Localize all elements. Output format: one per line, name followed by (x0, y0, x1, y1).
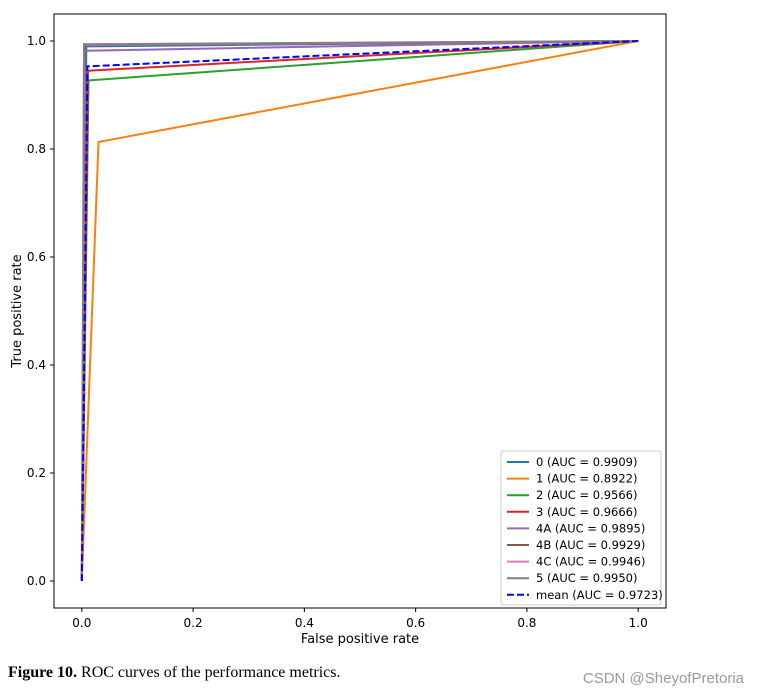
figure-caption-label: Figure 10. (8, 664, 78, 681)
series-line-7 (80, 40, 639, 582)
legend-label-5: 4B (AUC = 0.9929) (536, 538, 645, 552)
roc-chart: 0.0 0.2 0.4 0.6 0.8 1.0 0.0 0.2 0.4 0.6 0.8 1.0 Fa… (10, 13, 667, 647)
plot-frame (53, 13, 667, 609)
x-tick-label: 0.6 (406, 616, 425, 630)
x-tick-label: 0.0 (72, 616, 91, 630)
legend-label-0: 0 (AUC = 0.9909) (536, 455, 637, 469)
series-line-8 (80, 40, 639, 582)
x-tick-label: 0.2 (184, 616, 203, 630)
legend-label-1: 1 (AUC = 0.8922) (536, 472, 637, 486)
x-tick-label: 0.8 (517, 616, 536, 630)
figure-caption: Figure 10. ROC curves of the performance… (8, 664, 341, 682)
y-axis-label: True positive rate (10, 254, 25, 368)
x-axis-label: False positive rate (301, 632, 419, 647)
legend: 0 (AUC = 0.9909) 1 (AUC = 0.8922) 2 (AUC =… (500, 450, 663, 606)
legend-label-7: 5 (AUC = 0.9950) (536, 571, 637, 585)
x-tick-label: 0.4 (295, 616, 314, 630)
y-tick-label: 0.8 (27, 142, 46, 156)
legend-box (500, 450, 662, 606)
legend-label-2: 2 (AUC = 0.9566) (536, 488, 637, 502)
series-line-1 (80, 40, 639, 582)
y-tick-label: 1.0 (27, 34, 46, 48)
legend-label-6: 4C (AUC = 0.9946) (536, 555, 645, 569)
y-tick-label: 0.4 (27, 358, 46, 372)
x-tick-label: 1.0 (629, 616, 648, 630)
y-tick-label: 0.6 (27, 250, 46, 264)
watermark: CSDN @SheyofPretoria (582, 670, 744, 687)
legend-label-8: mean (AUC = 0.9723) (536, 588, 663, 602)
y-tick-label: 0.2 (27, 466, 46, 480)
legend-label-3: 3 (AUC = 0.9666) (536, 505, 637, 519)
figure-caption-text: ROC curves of the performance metrics. (77, 664, 341, 681)
x-axis-ticks: 0.0 0.2 0.4 0.6 0.8 1.0 (72, 608, 648, 630)
y-tick-label: 0.0 (27, 574, 46, 588)
y-axis-ticks: 0.0 0.2 0.4 0.6 0.8 1.0 (27, 34, 54, 588)
series-layer (80, 40, 639, 582)
legend-label-4: 4A (AUC = 0.9895) (536, 521, 645, 535)
